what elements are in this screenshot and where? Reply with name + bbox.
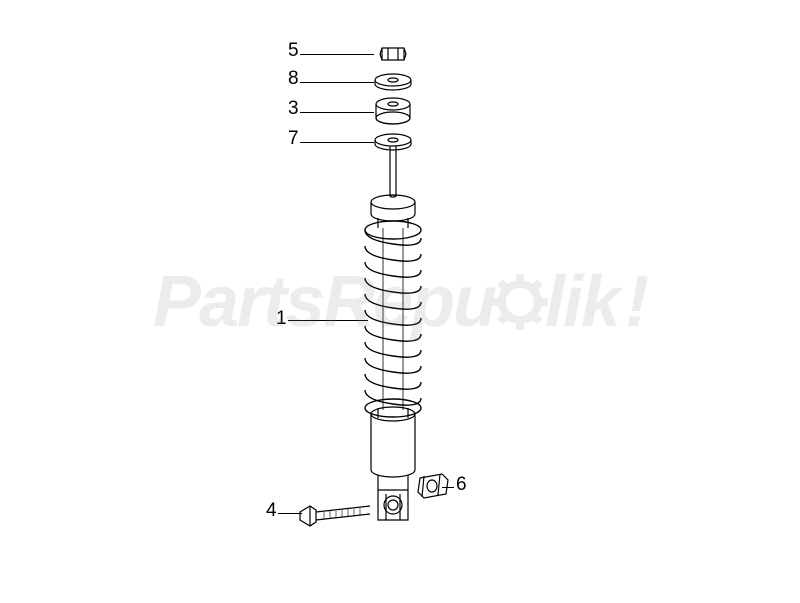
callout-line — [288, 320, 368, 321]
diagram-container: 5 8 3 7 1 4 6 PartsRepu — [0, 0, 800, 603]
shock-absorber-drawing — [0, 0, 800, 603]
callout-line — [300, 142, 374, 143]
callout-line — [278, 513, 302, 514]
callout-label-6: 6 — [456, 474, 467, 496]
callout-label-4: 4 — [266, 500, 277, 522]
callout-line — [300, 112, 374, 113]
callout-label-1: 1 — [276, 308, 287, 330]
callout-label-5: 5 — [288, 40, 299, 62]
callout-line — [300, 54, 374, 55]
callout-line — [300, 82, 374, 83]
callout-label-8: 8 — [288, 68, 299, 90]
callout-label-7: 7 — [288, 128, 299, 150]
callout-label-3: 3 — [288, 98, 299, 120]
callout-line — [442, 487, 454, 488]
